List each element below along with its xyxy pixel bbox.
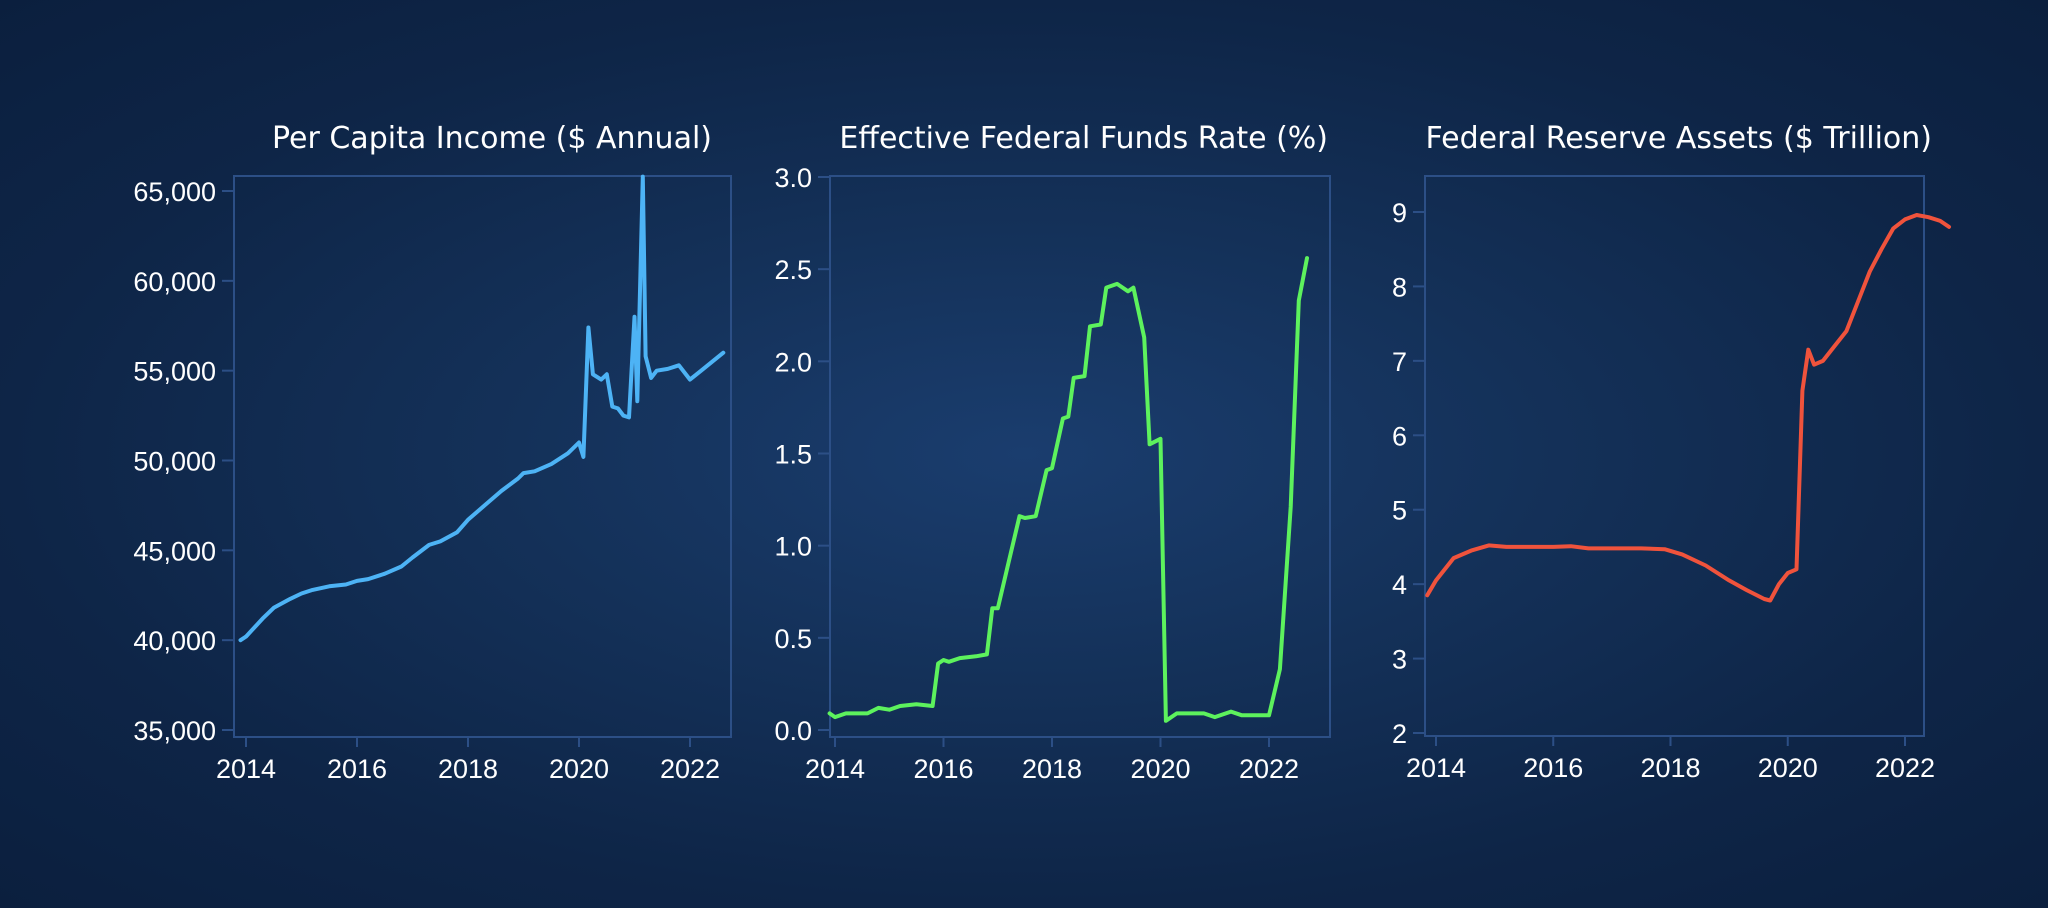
y-tick-label: 50,000 <box>133 447 216 477</box>
x-tick-label: 2018 <box>1640 753 1700 783</box>
series-line <box>238 174 726 643</box>
x-tick-label: 2022 <box>1875 753 1935 783</box>
y-tick-label: 7 <box>1392 347 1407 377</box>
y-tick-label: 3.0 <box>774 163 812 193</box>
y-tick-label: 0.5 <box>774 624 812 654</box>
y-tick-label: 35,000 <box>133 716 216 746</box>
y-axis: 35,000 40,000 45,000 50,000 55,000 60,000 65,0… <box>133 177 234 746</box>
chart-per-capita-income: Per Capita Income ($ Annual) 35,000 40,00… <box>133 121 732 784</box>
x-axis: 2014 2016 2018 2020 2022 <box>216 737 720 784</box>
plot-frame <box>1424 175 1925 737</box>
y-tick-label: 1.0 <box>774 532 812 562</box>
x-tick-label: 2022 <box>1239 754 1299 784</box>
y-tick-label: 1.5 <box>774 440 812 470</box>
plot-frame <box>829 175 1331 738</box>
x-tick-label: 2020 <box>549 754 609 784</box>
x-tick-label: 2016 <box>1523 753 1583 783</box>
series-line <box>827 256 1309 723</box>
x-axis: 2014 2016 2018 2020 2022 <box>805 737 1299 784</box>
x-axis: 2014 2016 2018 2020 2022 <box>1406 736 1935 783</box>
x-tick-label: 2022 <box>660 754 720 784</box>
x-tick-label: 2014 <box>805 754 865 784</box>
x-tick-label: 2020 <box>1758 753 1818 783</box>
x-tick-label: 2018 <box>438 754 498 784</box>
y-tick-label: 8 <box>1392 272 1407 302</box>
x-tick-label: 2016 <box>327 754 387 784</box>
x-tick-label: 2018 <box>1022 754 1082 784</box>
y-tick-label: 9 <box>1392 198 1407 228</box>
y-tick-label: 55,000 <box>133 357 216 387</box>
chart-title: Federal Reserve Assets ($ Trillion) <box>1426 121 1932 156</box>
chart-title: Per Capita Income ($ Annual) <box>272 121 712 156</box>
y-tick-label: 60,000 <box>133 267 216 297</box>
chart-title: Effective Federal Funds Rate (%) <box>839 121 1328 156</box>
x-tick-label: 2014 <box>1406 753 1466 783</box>
y-tick-label: 5 <box>1392 496 1407 526</box>
y-tick-label: 4 <box>1392 570 1407 600</box>
x-tick-label: 2014 <box>216 754 276 784</box>
y-tick-label: 3 <box>1392 645 1407 675</box>
y-tick-label: 2.5 <box>774 255 812 285</box>
y-axis: 0.0 0.5 1.0 1.5 2.0 2.5 3.0 <box>774 163 830 746</box>
y-tick-label: 0.0 <box>774 716 812 746</box>
y-tick-label: 2 <box>1392 719 1407 749</box>
y-tick-label: 65,000 <box>133 177 216 207</box>
y-tick-label: 2.0 <box>774 347 812 377</box>
y-tick-label: 40,000 <box>133 626 216 656</box>
x-tick-label: 2016 <box>913 754 973 784</box>
chart-federal-reserve-assets: Federal Reserve Assets ($ Trillion) 2 3 4 5… <box>1392 121 1951 783</box>
series-line <box>1425 213 1951 603</box>
y-axis: 2 3 4 5 6 7 8 9 <box>1392 198 1425 749</box>
x-tick-label: 2020 <box>1130 754 1190 784</box>
plot-frame <box>233 175 732 738</box>
y-tick-label: 6 <box>1392 421 1407 451</box>
chart-federal-funds-rate: Effective Federal Funds Rate (%) 0.0 0.5 1… <box>774 121 1331 784</box>
y-tick-label: 45,000 <box>133 536 216 566</box>
